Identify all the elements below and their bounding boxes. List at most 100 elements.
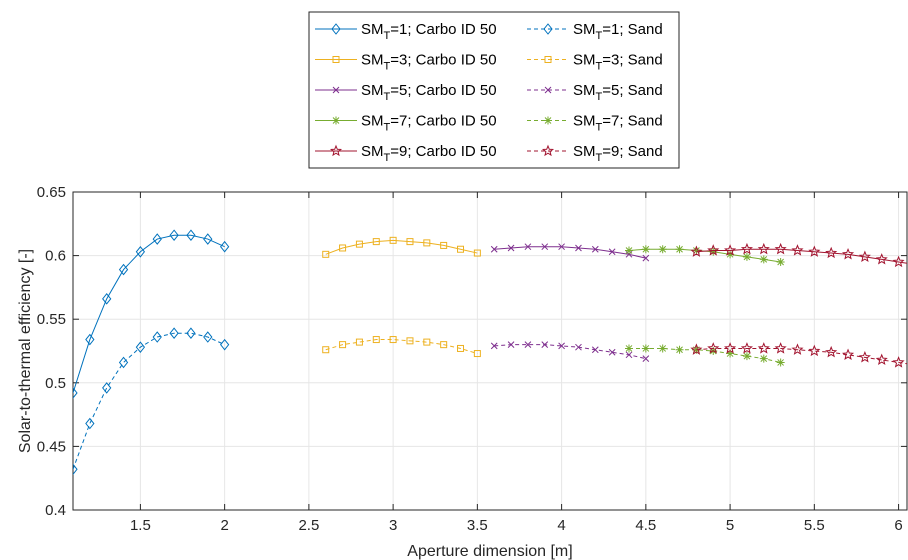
data-point xyxy=(774,242,787,255)
data-point xyxy=(339,244,347,252)
data-point xyxy=(875,353,888,366)
data-point xyxy=(524,243,532,251)
data-point xyxy=(608,348,616,356)
series-1 xyxy=(73,229,230,399)
data-point xyxy=(642,254,650,262)
data-point xyxy=(507,341,515,348)
y-tick-label: 0.65 xyxy=(37,184,66,201)
series-10 xyxy=(690,342,907,368)
series-group xyxy=(73,229,907,476)
data-point xyxy=(791,343,804,355)
data-point xyxy=(808,245,821,257)
x-tick-label: 2.5 xyxy=(298,517,319,534)
data-point xyxy=(490,245,498,253)
data-point xyxy=(740,342,753,354)
data-point xyxy=(608,248,616,256)
data-point xyxy=(457,245,465,253)
legend-label: SMT=1; Carbo ID 50 xyxy=(361,21,497,42)
series-3 xyxy=(322,236,481,258)
data-point xyxy=(641,245,650,254)
legend-label: SMT=9; Sand xyxy=(573,143,663,164)
series-line xyxy=(325,339,478,355)
data-point xyxy=(355,338,363,346)
data-point xyxy=(724,342,737,354)
data-point xyxy=(757,242,770,255)
data-point xyxy=(625,246,633,255)
data-point xyxy=(186,229,196,242)
x-tick-label: 4 xyxy=(557,517,565,534)
data-point xyxy=(675,345,684,354)
x-tick-label: 3.5 xyxy=(467,517,488,534)
legend-item: SMT=3; Sand xyxy=(527,52,663,73)
data-point xyxy=(774,342,787,354)
y-tick-label: 0.45 xyxy=(37,438,66,455)
data-point xyxy=(440,241,448,249)
data-point xyxy=(389,236,397,244)
data-point xyxy=(73,387,78,399)
series-4 xyxy=(322,336,481,358)
data-point xyxy=(541,341,549,348)
axes-box xyxy=(72,191,908,511)
legend-box xyxy=(308,11,680,169)
data-point xyxy=(203,331,213,343)
data-point xyxy=(507,244,515,252)
data-point xyxy=(724,244,737,256)
data-point xyxy=(757,342,770,354)
data-point xyxy=(675,245,684,254)
axes xyxy=(72,191,908,511)
data-point xyxy=(726,250,735,259)
data-point xyxy=(541,243,549,251)
data-point xyxy=(709,247,718,256)
legend-item: SMT=7; Sand xyxy=(527,113,663,134)
y-tick-label: 0.4 xyxy=(45,502,66,519)
data-point xyxy=(575,244,582,252)
series-line xyxy=(494,246,646,259)
data-point xyxy=(658,344,667,353)
data-point xyxy=(118,356,129,369)
data-point xyxy=(423,338,431,346)
data-point xyxy=(85,333,95,346)
legend-marker xyxy=(544,116,552,125)
y-tick-label: 0.55 xyxy=(37,311,66,328)
data-point xyxy=(759,354,768,363)
data-point xyxy=(118,263,129,276)
data-point xyxy=(759,255,768,264)
data-point xyxy=(473,350,481,358)
data-point xyxy=(406,337,414,345)
data-point xyxy=(85,417,95,430)
legend-label: SMT=7; Carbo ID 50 xyxy=(361,113,497,134)
data-point xyxy=(152,233,162,245)
data-point xyxy=(690,343,703,355)
data-point xyxy=(892,255,905,268)
data-point xyxy=(524,341,532,348)
legend: SMT=1; Carbo ID 50 SMT=1; Sand SMT=3; Carb… xyxy=(308,11,680,169)
legend-label: SMT=5; Carbo ID 50 xyxy=(361,82,497,103)
data-point xyxy=(322,346,330,354)
legend-marker xyxy=(544,56,552,63)
data-point xyxy=(892,356,905,368)
data-point xyxy=(791,244,804,256)
plot-area xyxy=(73,192,907,510)
data-point xyxy=(858,351,871,363)
data-point xyxy=(875,253,888,265)
legend-item: SMT=5; Carbo ID 50 xyxy=(315,82,497,103)
data-point xyxy=(135,245,146,258)
data-point xyxy=(102,293,112,305)
x-tick-label: 3 xyxy=(389,517,397,534)
legend-label: SMT=1; Sand xyxy=(573,21,663,42)
data-point xyxy=(558,342,565,350)
data-point xyxy=(625,344,633,353)
legend-marker xyxy=(543,23,553,35)
data-point xyxy=(389,336,397,344)
legend-item: SMT=9; Sand xyxy=(527,143,663,164)
legend-item: SMT=5; Sand xyxy=(527,82,663,103)
data-point xyxy=(219,240,230,253)
data-point xyxy=(658,245,667,254)
data-point xyxy=(690,245,703,257)
data-point xyxy=(742,252,751,261)
data-point xyxy=(102,382,112,394)
legend-label: SMT=9; Carbo ID 50 xyxy=(361,143,497,164)
data-point xyxy=(742,352,751,361)
data-point xyxy=(339,341,347,349)
